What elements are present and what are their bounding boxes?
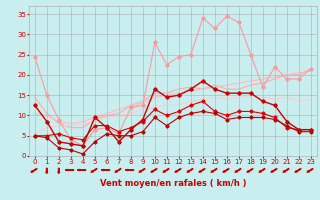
X-axis label: Vent moyen/en rafales ( km/h ): Vent moyen/en rafales ( km/h ) [100, 179, 246, 188]
